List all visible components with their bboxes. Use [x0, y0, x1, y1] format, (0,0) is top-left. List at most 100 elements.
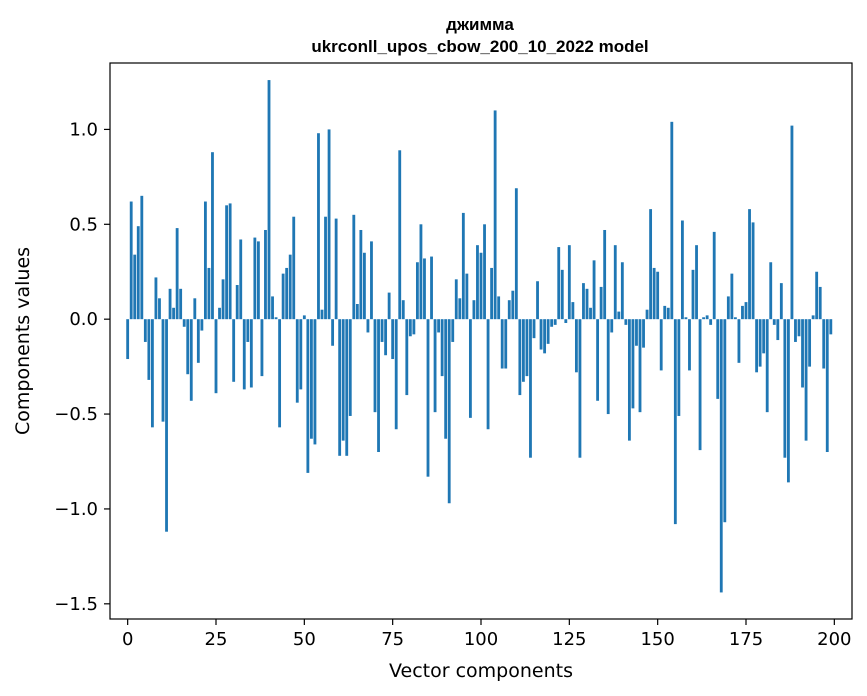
bar-component-99: [476, 245, 479, 320]
bar-component-180: [762, 319, 766, 354]
bar-component-138: [613, 245, 617, 320]
bar-component-164: [705, 315, 709, 320]
x-tick-label: 175: [729, 629, 763, 650]
y-tick-label: −1.5: [54, 594, 98, 615]
bar-component-133: [596, 319, 600, 401]
bar-component-103: [490, 267, 494, 320]
bar-component-170: [726, 296, 730, 320]
bar-component-35: [249, 319, 253, 388]
bar-component-127: [574, 319, 578, 373]
bar-component-10: [161, 319, 165, 422]
bar-component-111: [518, 319, 522, 396]
bar-component-172: [733, 317, 737, 320]
bar-component-158: [684, 317, 688, 320]
bar-component-68: [366, 319, 370, 333]
bar-component-101: [483, 224, 486, 320]
bar-component-93: [454, 279, 458, 320]
bar-component-86: [430, 256, 433, 320]
bar-component-129: [582, 283, 585, 320]
bar-component-192: [804, 319, 808, 441]
x-tick-label: 50: [293, 629, 316, 650]
bar-component-78: [401, 300, 405, 320]
bar-component-176: [748, 209, 751, 320]
bar-component-48: [295, 319, 299, 403]
bar-component-2: [133, 254, 137, 320]
bar-component-52: [309, 319, 313, 439]
bar-component-53: [313, 319, 317, 445]
bar-component-120: [550, 319, 554, 327]
bar-component-23: [207, 267, 211, 320]
bar-component-40: [267, 80, 271, 320]
bar-component-112: [521, 319, 525, 382]
bar-component-39: [264, 229, 267, 320]
bar-component-98: [472, 300, 476, 320]
bar-component-169: [723, 319, 727, 523]
bar-component-119: [546, 319, 550, 344]
bar-component-135: [603, 229, 607, 320]
bar-component-108: [507, 300, 511, 320]
bar-component-55: [320, 309, 324, 320]
bar-component-37: [256, 241, 260, 320]
bar-component-143: [631, 319, 635, 409]
bar-component-142: [627, 319, 631, 441]
bar-component-144: [635, 319, 638, 346]
bar-component-147: [645, 309, 649, 320]
bar-component-123: [560, 269, 564, 320]
bar-component-85: [426, 319, 430, 477]
bar-component-22: [203, 201, 207, 320]
chart-title-line2: ukrconll_upos_cbow_200_10_2022 model: [311, 37, 648, 56]
bar-component-50: [302, 315, 306, 320]
bar-component-6: [147, 319, 151, 380]
bar-component-62: [345, 319, 349, 456]
bar-component-97: [468, 319, 472, 418]
bar-component-171: [730, 273, 734, 320]
bar-component-46: [288, 254, 292, 320]
bar-component-195: [815, 271, 819, 320]
x-axis-label: Vector components: [389, 660, 573, 682]
bar-component-154: [670, 121, 674, 320]
bar-component-136: [606, 319, 610, 415]
bar-component-83: [419, 224, 423, 320]
bar-component-63: [348, 319, 352, 416]
bar-component-189: [794, 319, 797, 342]
x-tick-label: 0: [122, 629, 133, 650]
chart-title-line1: джимма: [446, 15, 514, 34]
bar-component-71: [377, 319, 380, 453]
bar-component-28: [225, 205, 229, 320]
bar-component-196: [818, 286, 822, 320]
bar-component-17: [186, 319, 190, 375]
bar-component-116: [536, 281, 539, 320]
bar-component-38: [260, 319, 264, 377]
bar-component-145: [638, 319, 642, 413]
bar-component-183: [772, 319, 776, 325]
bar-component-61: [341, 319, 345, 441]
bar-component-69: [370, 241, 373, 320]
bar-component-25: [214, 319, 218, 394]
bar-component-76: [394, 319, 398, 430]
x-tick-label: 200: [817, 629, 851, 650]
bar-component-26: [218, 307, 221, 320]
bar-component-151: [659, 319, 663, 371]
bar-component-60: [338, 319, 342, 456]
bar-component-157: [680, 220, 684, 320]
bar-component-59: [334, 218, 338, 320]
y-tick-label: −1.0: [54, 499, 98, 520]
bar-component-191: [801, 319, 804, 388]
bar-component-54: [317, 133, 320, 320]
bar-component-89: [440, 319, 444, 377]
bar-component-27: [221, 279, 225, 320]
bar-component-20: [196, 319, 200, 363]
bar-component-131: [589, 307, 592, 320]
bar-component-42: [274, 317, 278, 320]
bar-component-11: [165, 319, 168, 532]
bar-component-155: [673, 319, 677, 525]
bar-component-175: [744, 302, 748, 320]
bar-component-113: [525, 319, 529, 377]
bar-component-199: [829, 319, 833, 335]
bar-component-125: [567, 245, 571, 320]
bar-component-96: [465, 273, 469, 320]
bar-component-110: [514, 188, 518, 320]
bar-component-58: [331, 319, 335, 346]
bar-component-174: [741, 305, 744, 320]
